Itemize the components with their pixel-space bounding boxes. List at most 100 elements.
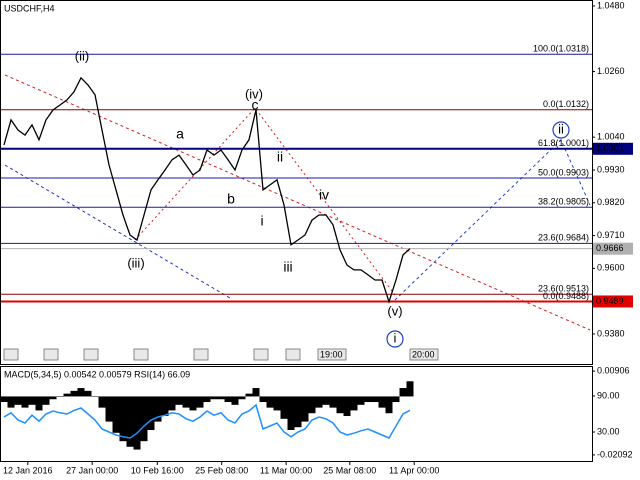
wave-label: iii (283, 259, 292, 275)
macd-bar (70, 390, 78, 397)
price-frame (0, 0, 593, 365)
price-label: 1.0001 (596, 143, 624, 153)
wave-label: a (176, 126, 184, 142)
macd-bar (112, 396, 120, 433)
price-label-box (593, 295, 633, 308)
macd-bar (301, 396, 309, 422)
macd-bar (371, 396, 379, 403)
fib-label: 23.6(0.9513) (538, 284, 589, 294)
price-label: 0.9666 (596, 243, 624, 253)
wave-label: ii (277, 149, 283, 165)
separator-box (285, 348, 301, 361)
macd-bar (329, 396, 337, 408)
macd-bar (42, 396, 50, 405)
wave-line (394, 139, 591, 301)
fib-label: 61.8(1.0001) (538, 138, 589, 148)
macd-bar (343, 396, 351, 417)
wave-label: (ii) (75, 48, 89, 63)
separator-box (43, 348, 59, 361)
indicator-frame (0, 366, 593, 462)
y-tick-label: 0.9930 (597, 164, 625, 174)
trend-line (4, 74, 591, 331)
macd-bar (364, 396, 372, 403)
y-tick-label: 0.9710 (597, 230, 625, 240)
x-tick-label: 27 Jan 00:00 (66, 465, 118, 475)
trend-line (4, 164, 231, 299)
macd-bar (0, 396, 8, 403)
macd-bar (154, 396, 162, 422)
fib-label: 50.0(0.9903) (538, 167, 589, 177)
y-tick-label: 1.0040 (597, 132, 625, 142)
macd-bar (231, 396, 239, 405)
y-tick-label: 0.9600 (597, 263, 625, 273)
macd-bar (133, 396, 141, 450)
macd-bar (378, 396, 386, 408)
y-tick-label: 0.9380 (597, 328, 625, 338)
x-tick-label: 11 Mar 00:00 (260, 465, 312, 475)
macd-bar (182, 396, 190, 408)
macd-bar (196, 396, 204, 408)
macd-bar (49, 396, 57, 400)
macd-bar (7, 396, 15, 408)
fib-label: 0.0(0.9488) (543, 291, 589, 301)
macd-bar (147, 396, 155, 430)
macd-bar (308, 396, 316, 414)
wave-label: (iii) (127, 255, 144, 270)
y-tick-label: 1.0260 (597, 66, 625, 76)
separator-row (3, 348, 301, 361)
separator-box (83, 348, 99, 361)
price-line (3, 76, 411, 304)
macd-bar (28, 396, 36, 405)
macd-bar (245, 393, 253, 397)
wave-label: c (252, 97, 259, 113)
macd-bar (357, 396, 365, 405)
macd-bar (126, 396, 134, 447)
rsi-line (3, 403, 411, 439)
y2-tick-label: 30.00 (597, 426, 620, 436)
y2-tick-label: 90.00 (597, 390, 620, 400)
y-tick-label: 0.9820 (597, 197, 625, 207)
indicator-title: MACD(5,34,5) 0.00542 0.00579 RSI(14) 66.… (4, 369, 190, 379)
price-label: 0.9489 (596, 296, 624, 306)
macd-bar (56, 396, 64, 397)
fib-label: 38.2(0.9805) (538, 197, 589, 207)
macd-bar (189, 396, 197, 411)
macd-bar (336, 396, 344, 414)
price-label-box (593, 242, 633, 255)
x-tick-label: 10 Feb 16:00 (131, 465, 184, 475)
y-tick-label: 1.0480 (597, 0, 625, 10)
macd-bar (294, 396, 302, 428)
chart-title: USDCHF,H4 (4, 3, 55, 13)
wave-label: i (394, 330, 397, 345)
macd-bar (98, 396, 106, 408)
macd-bar (252, 388, 260, 397)
macd-bar (105, 396, 113, 422)
wave-label: (iv) (245, 86, 263, 101)
macd-bar (84, 390, 92, 397)
wave-label: iv (319, 187, 329, 203)
macd-bar (385, 396, 393, 414)
fib-label: 100.0(1.0318) (533, 44, 589, 54)
macd-bar (406, 381, 414, 397)
macd-bar (77, 388, 85, 397)
macd-bar (315, 396, 323, 408)
x-tick-label: 25 Feb 08:00 (195, 465, 248, 475)
wave-circle (552, 121, 570, 139)
macd-bar (217, 396, 225, 400)
macd-bar (119, 396, 127, 442)
separator-box (253, 348, 269, 361)
macd-bar (392, 396, 400, 403)
separator-label: 20:00 (412, 349, 435, 359)
separator-box (317, 348, 347, 361)
price-label-box (593, 142, 633, 155)
macd-bar (210, 396, 218, 400)
wave-label: b (227, 191, 235, 207)
y-tick-label: 0.00906 (597, 365, 630, 375)
separator-box (409, 348, 439, 361)
x-tick-label: 11 Apr 00:00 (389, 465, 439, 475)
macd-bar (203, 396, 211, 403)
macd-bar (399, 388, 407, 397)
wave-label: (v) (387, 303, 402, 318)
fib-label: 23.6(0.9684) (538, 233, 589, 243)
